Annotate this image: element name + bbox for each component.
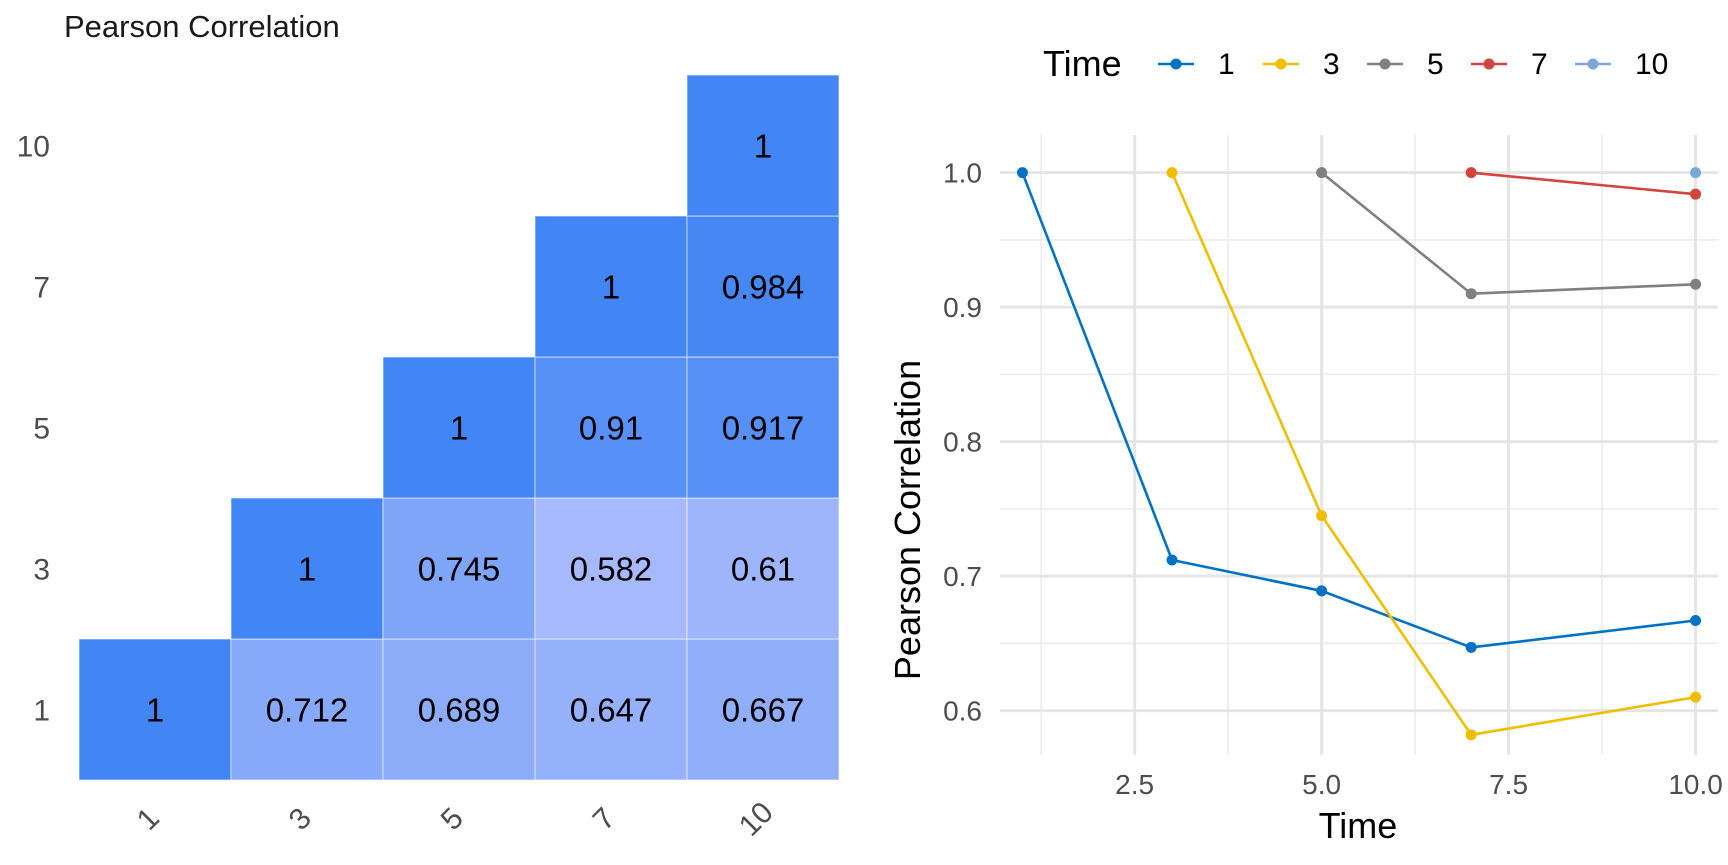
line-y-axis-title: Pearson Correlation: [887, 360, 928, 680]
heatmap-cell-7-3: [534, 497, 688, 640]
line-x-tick-label: 10.0: [1668, 769, 1723, 800]
line-y-tick-label: 0.6: [943, 696, 982, 727]
legend-label: 1: [1218, 48, 1235, 81]
series-point-3: [1316, 510, 1328, 522]
heatmap-y-tick-label: 7: [33, 272, 50, 305]
series-point-5: [1690, 278, 1702, 290]
heatmap-cell-label: 0.689: [418, 692, 501, 729]
line-axes: 2.5 5.0 7.5 10.0 0.6 0.7 0.8 0.9 1.0: [943, 158, 1723, 800]
line-y-tick-label: 0.9: [943, 292, 982, 323]
heatmap-x-tick-label: 5: [435, 802, 470, 837]
line-y-tick-label: 0.7: [943, 561, 982, 592]
line-legend: Time 1 3 5 7 10: [1043, 43, 1668, 84]
line-grid: [1000, 135, 1718, 755]
heatmap-cell-label: 0.91: [579, 410, 643, 447]
series-point-5: [1465, 288, 1477, 300]
heatmap-cell-7-7: [534, 215, 688, 358]
heatmap-cell-label: 1: [754, 128, 772, 165]
heatmap-cell-5-3: [382, 497, 536, 640]
heatmap-cell-label: 0.984: [722, 269, 805, 306]
legend-label: 5: [1427, 48, 1444, 81]
heatmap-panel: Pearson Correlation 1 0.712 0.689 0.647 0.66…: [17, 9, 840, 843]
legend-label: 10: [1635, 48, 1668, 81]
heatmap-cell-10-5: [686, 356, 840, 499]
line-panel: 2.5 5.0 7.5 10.00.60.70.80.91.0 Time 1 3 5 7 10 …: [887, 43, 1723, 846]
line-x-tick-label: 2.5: [1115, 769, 1154, 800]
heatmap-cell-label: 1: [146, 692, 164, 729]
heatmap-y-tick-label: 10: [17, 131, 50, 164]
heatmap-cell-10-3: [686, 497, 840, 640]
line-x-tick-label: 7.5: [1489, 769, 1528, 800]
series-point-1: [1316, 585, 1328, 597]
heatmap-cell-label: 0.917: [722, 410, 805, 447]
line-x-axis-title: Time: [1319, 805, 1398, 846]
heatmap-cell-label: 1: [602, 269, 620, 306]
heatmap-cells: 1 0.712 0.689 0.647 0.667 1 0.745 0.582 0.61 1 0.9…: [78, 74, 840, 781]
heatmap-y-tick-label: 3: [33, 554, 50, 587]
heatmap-cell-label: 0.667: [722, 692, 805, 729]
heatmap-cell-7-1: [534, 638, 688, 781]
heatmap-y-tick-label: 5: [33, 413, 50, 446]
heatmap-cell-3-1: [230, 638, 384, 781]
series-point-1: [1690, 615, 1702, 627]
heatmap-cell-label: 1: [298, 551, 316, 588]
heatmap-cell-1-1: [78, 638, 232, 781]
heatmap-x-tick-label: 7: [587, 802, 622, 837]
heatmap-cell-3-3: [230, 497, 384, 640]
heatmap-cell-label: 0.647: [570, 692, 653, 729]
legend-key-point: [1379, 58, 1391, 70]
heatmap-cell-5-5: [382, 356, 536, 499]
heatmap-cell-10-10: [686, 74, 840, 217]
series-point-1: [1016, 167, 1028, 179]
heatmap-x-tick-label: 1: [131, 802, 166, 837]
heatmap-cell-label: 1: [450, 410, 468, 447]
heatmap-cell-label: 0.712: [266, 692, 349, 729]
series-point-3: [1166, 167, 1178, 179]
heatmap-title: Pearson Correlation: [64, 9, 340, 44]
series-point-3: [1465, 729, 1477, 741]
heatmap-cell-10-1: [686, 638, 840, 781]
legend-key-point: [1275, 58, 1287, 70]
line-x-tick-label: 5.0: [1302, 769, 1341, 800]
legend-label: 3: [1323, 48, 1340, 81]
heatmap-x-tick-label: 10: [733, 796, 780, 843]
series-point-10: [1690, 167, 1702, 179]
legend-key-point: [1587, 58, 1599, 70]
legend-label: 7: [1531, 48, 1548, 81]
line-series: [1016, 167, 1702, 741]
heatmap-y-tick-label: 1: [33, 695, 50, 728]
series-line-7: [1471, 171, 1696, 196]
heatmap-x-tick-label: 3: [283, 802, 318, 837]
series-point-1: [1465, 641, 1477, 653]
series-point-5: [1316, 167, 1328, 179]
legend-key-point: [1170, 58, 1182, 70]
series-point-7: [1465, 167, 1477, 179]
heatmap-cell-label: 0.582: [570, 551, 653, 588]
series-point-1: [1166, 554, 1178, 566]
heatmap-cell-label: 0.61: [731, 551, 795, 588]
series-point-3: [1690, 691, 1702, 703]
line-y-tick-label: 1.0: [943, 158, 982, 189]
legend-key-point: [1483, 58, 1495, 70]
series-point-7: [1690, 188, 1702, 200]
line-y-tick-label: 0.8: [943, 427, 982, 458]
heatmap-cell-label: 0.745: [418, 551, 501, 588]
series-line-3: [1170, 172, 1696, 737]
legend-title: Time: [1043, 43, 1122, 84]
